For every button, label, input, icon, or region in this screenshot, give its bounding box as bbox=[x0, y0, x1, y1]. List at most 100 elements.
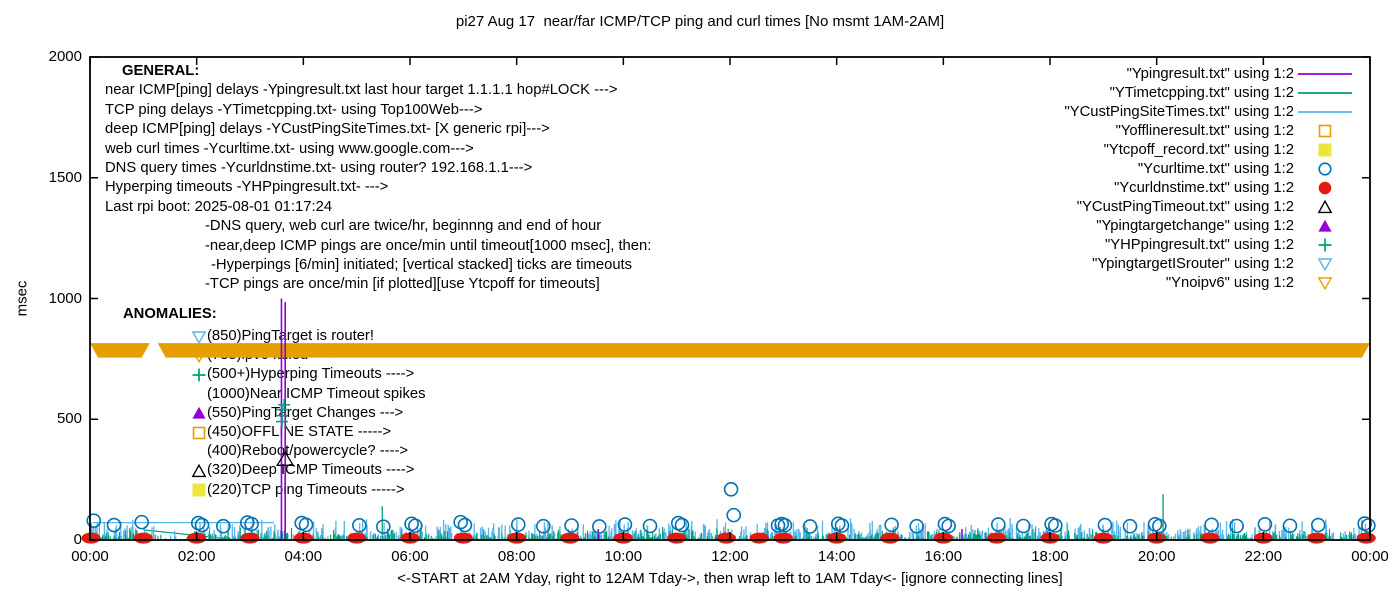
legend-label: "YTimetcpping.txt" using 1:2 bbox=[1109, 84, 1294, 101]
legend-label: "Ypingresult.txt" using 1:2 bbox=[1126, 65, 1294, 82]
anomaly-row: (320)Deep ICMP Timeouts ----> bbox=[190, 461, 425, 480]
legend-row: "YpingtargetISrouter" using 1:2 bbox=[946, 254, 1356, 273]
anomaly-text: (785)ipv6 failed ----> bbox=[207, 347, 341, 364]
triangle-filled-icon bbox=[1318, 219, 1332, 232]
general-line: Hyperping timeouts -YHPpingresult.txt- -… bbox=[105, 179, 389, 196]
y-tick-label: 1000 bbox=[48, 289, 82, 307]
legend-row: "Ycurltime.txt" using 1:2 bbox=[946, 159, 1356, 178]
legend-label: "Yofflineresult.txt" using 1:2 bbox=[1115, 122, 1294, 139]
plot-legend: "Ypingresult.txt" using 1:2 "YTimetcpping… bbox=[946, 64, 1356, 292]
legend-label: "Ycurldnstime.txt" using 1:2 bbox=[1114, 179, 1294, 196]
anomaly-row: (1000)Near ICMP Timeout spikes bbox=[190, 385, 425, 404]
general-line: near ICMP[ping] delays -Ypingresult.txt … bbox=[105, 82, 618, 99]
circle-open-icon bbox=[1318, 161, 1332, 176]
tcp-ping-series bbox=[381, 494, 1164, 539]
anomaly-row: (450)OFFLINE STATE -----> bbox=[190, 423, 425, 442]
x-tick-label: 16:00 bbox=[924, 548, 963, 565]
dense-ping-ticks bbox=[90, 518, 1371, 539]
general-line: deep ICMP[ping] delays -YCustPingSiteTim… bbox=[105, 121, 550, 138]
x-tick-label: 18:00 bbox=[1031, 548, 1069, 565]
y-tick-label: 1500 bbox=[48, 168, 82, 186]
legend-label: "YCustPingSiteTimes.txt" using 1:2 bbox=[1064, 103, 1294, 120]
connector-lines bbox=[92, 522, 274, 540]
triangle-filled-icon bbox=[191, 407, 206, 419]
anomaly-text: (500+)Hyperping Timeouts ----> bbox=[207, 366, 415, 383]
x-tick-label: 00:00 bbox=[71, 548, 109, 565]
anomaly-text: (320)Deep ICMP Timeouts ----> bbox=[207, 462, 415, 479]
anomaly-text: (550)PingTarget Changes ---> bbox=[207, 404, 404, 421]
legend-row: "Ypingtargetchange" using 1:2 bbox=[946, 216, 1356, 235]
legend-label: "YHPpingresult.txt" using 1:2 bbox=[1105, 236, 1294, 253]
legend-row: "YTimetcpping.txt" using 1:2 bbox=[946, 83, 1356, 102]
square-filled-icon bbox=[1318, 143, 1332, 156]
x-tick-label: 20:00 bbox=[1137, 548, 1176, 565]
legend-row: "YHPpingresult.txt" using 1:2 bbox=[946, 235, 1356, 254]
chart-title: pi27 Aug 17 near/far ICMP/TCP ping and c… bbox=[455, 13, 945, 30]
general-line: TCP ping delays -YTimetcpping.txt- using… bbox=[105, 101, 483, 118]
x-axis-label: <-START at 2AM Yday, right to 12AM Tday-… bbox=[397, 570, 1063, 587]
anomaly-row: (220)TCP ping Timeouts -----> bbox=[190, 481, 425, 500]
anomaly-text: (450)OFFLINE STATE -----> bbox=[207, 423, 392, 440]
anomalies-list: (850)PingTarget is router! (785)ipv6 fail… bbox=[190, 327, 425, 500]
anomalies-heading: ANOMALIES: bbox=[123, 306, 217, 322]
square-open-icon bbox=[192, 426, 205, 439]
anomaly-row: (400)Reboot/powercycle? ----> bbox=[190, 442, 425, 461]
x-tick-label: 22:00 bbox=[1244, 548, 1283, 565]
anomaly-text: (220)TCP ping Timeouts -----> bbox=[207, 481, 405, 498]
x-tick-label: 12:00 bbox=[711, 548, 749, 565]
triangle-down-open-icon bbox=[1317, 276, 1333, 290]
anomaly-row: (550)PingTarget Changes ---> bbox=[190, 404, 425, 423]
x-tick-label: 14:00 bbox=[817, 548, 856, 565]
circle-filled-icon bbox=[1318, 181, 1332, 194]
square-filled-icon bbox=[192, 483, 205, 497]
x-tick-label: 02:00 bbox=[177, 548, 216, 565]
x-tick-label: 06:00 bbox=[391, 548, 429, 565]
plus-icon bbox=[192, 368, 205, 382]
x-tick-label: 10:00 bbox=[604, 548, 643, 565]
general-line: -near,deep ICMP pings are once/min until… bbox=[205, 237, 652, 254]
general-text-block: GENERAL: near ICMP[ping] delays -Ypingres… bbox=[105, 62, 651, 295]
legend-label: "YCustPingTimeout.txt" using 1:2 bbox=[1076, 198, 1294, 215]
legend-label: "Ycurltime.txt" using 1:2 bbox=[1137, 160, 1294, 177]
legend-row: "Yofflineresult.txt" using 1:2 bbox=[946, 121, 1356, 140]
legend-row: "Ycurldnstime.txt" using 1:2 bbox=[946, 178, 1356, 197]
anomaly-text: (850)PingTarget is router! bbox=[207, 328, 374, 344]
y-tick-label: 2000 bbox=[48, 48, 82, 65]
dns-time-series bbox=[81, 532, 1376, 544]
line-sample-icon bbox=[1298, 72, 1352, 75]
legend-label: "YpingtargetISrouter" using 1:2 bbox=[1092, 255, 1294, 272]
y-tick-label: 500 bbox=[56, 410, 82, 428]
legend-row: "YCustPingTimeout.txt" using 1:2 bbox=[946, 197, 1356, 216]
anomaly-text: (400)Reboot/powercycle? ----> bbox=[207, 443, 409, 460]
y-tick-label: 0 bbox=[73, 531, 82, 548]
anomaly-row: (500+)Hyperping Timeouts ----> bbox=[190, 365, 425, 384]
x-tick-label: 00:00 bbox=[1351, 548, 1389, 565]
legend-label: "Ynoipv6" using 1:2 bbox=[1165, 274, 1294, 291]
x-tick-label: 08:00 bbox=[497, 548, 536, 565]
triangle-down-open-icon bbox=[1317, 257, 1333, 271]
triangle-open-icon bbox=[191, 463, 206, 478]
legend-row: "Ynoipv6" using 1:2 bbox=[946, 273, 1356, 292]
general-line: -Hyperpings [6/min] initiated; [vertical… bbox=[211, 256, 633, 273]
general-line: web curl times -Ycurltime.txt- using www… bbox=[105, 140, 474, 157]
triangle-down-open-icon bbox=[191, 350, 206, 363]
general-heading: GENERAL: bbox=[122, 63, 200, 79]
square-open-icon bbox=[1318, 124, 1332, 137]
general-line: -DNS query, web curl are twice/hr, begin… bbox=[205, 218, 602, 235]
plus-icon bbox=[1318, 238, 1332, 251]
x-tick-label: 04:00 bbox=[284, 548, 323, 565]
anomaly-text: (1000)Near ICMP Timeout spikes bbox=[207, 385, 426, 402]
legend-row: "YCustPingSiteTimes.txt" using 1:2 bbox=[946, 102, 1356, 121]
legend-label: "Ytcpoff_record.txt" using 1:2 bbox=[1103, 141, 1294, 158]
legend-row: "Ytcpoff_record.txt" using 1:2 bbox=[946, 140, 1356, 159]
triangle-open-icon bbox=[1317, 199, 1333, 213]
legend-label: "Ypingtargetchange" using 1:2 bbox=[1096, 217, 1294, 234]
anomaly-row: (785)ipv6 failed ----> bbox=[190, 346, 425, 365]
anomaly-row: (850)PingTarget is router! bbox=[190, 327, 425, 346]
triangle-down-open-icon bbox=[191, 330, 206, 344]
legend-row: "Ypingresult.txt" using 1:2 bbox=[946, 64, 1356, 83]
general-line: Last rpi boot: 2025-08-01 01:17:24 bbox=[105, 198, 333, 215]
general-line: DNS query times -Ycurldnstime.txt- using… bbox=[105, 159, 533, 176]
general-line: -TCP pings are once/min [if plotted][use… bbox=[205, 276, 600, 293]
